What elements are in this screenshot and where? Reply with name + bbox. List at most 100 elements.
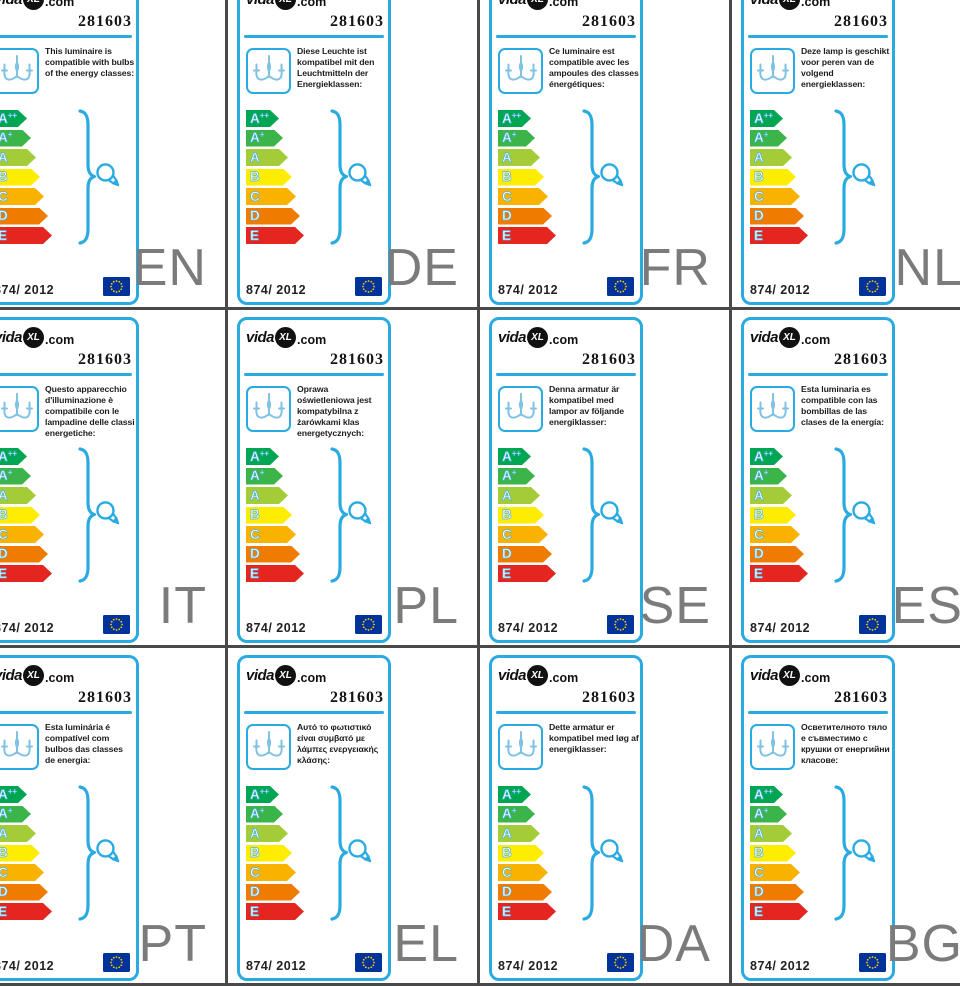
energy-class-letter: B [0, 845, 8, 861]
light-bulb-icon [852, 839, 876, 863]
logo-text-com: .com [549, 333, 579, 347]
regulation-number: 874/ 2012 [498, 283, 559, 297]
energy-class-letter: C [0, 526, 8, 542]
energy-class-arrow: A [246, 487, 288, 504]
energy-class-letter: A [250, 806, 260, 822]
product-number: 281603 [834, 351, 888, 368]
logo-xl-badge-icon: XL [779, 664, 801, 686]
energy-class-letter: E [502, 903, 512, 919]
energy-class-letter: D [250, 884, 260, 900]
energy-class-letter: A [502, 149, 512, 165]
energy-class-arrow: E [246, 565, 304, 582]
eu-flag-icon [607, 277, 634, 296]
logo-xl-badge-icon: XL [779, 0, 801, 10]
energy-class-arrow: C [0, 188, 44, 205]
energy-class-arrow: A ++ [498, 786, 531, 803]
energy-class-arrow: B [750, 845, 796, 862]
vidaxl-logo: vida XL .com [246, 326, 326, 348]
energy-class-letter: C [754, 188, 764, 204]
energy-class-arrow: D [498, 884, 552, 901]
logo-text-com: .com [45, 671, 75, 685]
energy-class-letter: D [250, 546, 260, 562]
chandelier-icon-drawing [756, 731, 789, 757]
energy-class-arrow: B [0, 507, 40, 524]
energy-class-arrow: D [498, 208, 552, 225]
language-code: EL [393, 915, 459, 973]
energy-class-arrow: E [498, 565, 556, 582]
energy-class-arrow: D [246, 208, 300, 225]
light-bulb-icon [600, 163, 624, 187]
energy-class-scale: A ++ A + A B C D E [0, 448, 52, 582]
energy-label-tile: vida XL .com 281603 [0, 0, 228, 310]
eu-flag-icon [859, 953, 886, 972]
divider-rule [244, 373, 384, 376]
energy-class-letter: E [0, 565, 8, 581]
chandelier-icon [498, 724, 543, 770]
energy-class-letter: A [754, 130, 764, 146]
energy-class-scale: A ++ A + A B C D E [498, 110, 556, 244]
energy-label-card: vida XL .com 281603 [489, 317, 643, 643]
logo-xl-badge-icon: XL [527, 0, 549, 10]
energy-class-letter: A [502, 448, 512, 464]
energy-class-arrow: C [246, 188, 296, 205]
brace-bracket-icon [78, 447, 96, 583]
regulation-number: 874/ 2012 [498, 959, 559, 973]
energy-class-letter: E [0, 903, 8, 919]
chandelier-icon-drawing [0, 731, 33, 757]
language-code: DE [384, 239, 459, 297]
energy-class-arrow: B [750, 507, 796, 524]
brace-bracket-icon [330, 785, 348, 921]
brace-bracket-icon [834, 447, 852, 583]
energy-class-letter: C [0, 864, 8, 880]
chandelier-icon-drawing [756, 55, 789, 81]
energy-class-arrow: E [246, 227, 304, 244]
energy-class-arrow: E [0, 903, 52, 920]
language-code: PT [138, 915, 207, 973]
language-code: IT [158, 577, 207, 635]
energy-class-letter: D [0, 546, 8, 562]
chandelier-icon-drawing [756, 393, 789, 419]
logo-text-vida: vida [0, 666, 23, 684]
energy-class-letter: D [502, 884, 512, 900]
energy-class-scale: A ++ A + A B C D E [246, 110, 304, 244]
energy-label-tile: vida XL .com 281603 [480, 0, 732, 310]
energy-class-letter: A [250, 825, 260, 841]
energy-class-letter: D [250, 208, 260, 224]
logo-xl-badge-icon: XL [527, 664, 549, 686]
regulation-number: 874/ 2012 [0, 959, 55, 973]
energy-class-letter: C [502, 526, 512, 542]
light-bulb-icon [96, 839, 120, 863]
energy-class-arrow: D [498, 546, 552, 563]
energy-class-arrow: E [750, 565, 808, 582]
energy-class-letter: A [754, 468, 764, 484]
energy-class-scale: A ++ A + A B C D E [750, 448, 808, 582]
logo-text-vida: vida [498, 666, 527, 684]
energy-class-arrow: C [750, 864, 800, 881]
energy-class-letter: E [250, 903, 260, 919]
energy-class-letter: A [250, 468, 260, 484]
energy-class-arrow: A [0, 487, 36, 504]
energy-class-arrow: C [750, 188, 800, 205]
product-number: 281603 [330, 351, 384, 368]
energy-class-letter: A [754, 110, 764, 126]
energy-class-letter: A [502, 130, 512, 146]
compatibility-text: This luminaire is compatible with bulbs … [45, 46, 135, 78]
energy-class-arrow: A ++ [0, 786, 27, 803]
regulation-number: 874/ 2012 [750, 621, 811, 635]
energy-class-arrow: C [246, 864, 296, 881]
energy-class-letter: E [0, 227, 8, 243]
energy-class-letter: E [502, 565, 512, 581]
vidaxl-logo: vida XL .com [246, 664, 326, 686]
energy-class-letter: A [250, 110, 260, 126]
energy-class-letter: B [502, 169, 512, 185]
energy-class-letter: B [754, 507, 764, 523]
chandelier-icon-drawing [504, 55, 537, 81]
divider-rule [496, 373, 636, 376]
energy-class-arrow: A + [0, 468, 31, 485]
energy-class-letter: C [250, 526, 260, 542]
energy-class-arrow: E [246, 903, 304, 920]
energy-class-arrow: E [0, 565, 52, 582]
chandelier-icon-drawing [0, 55, 33, 81]
energy-class-arrow: A ++ [750, 786, 783, 803]
